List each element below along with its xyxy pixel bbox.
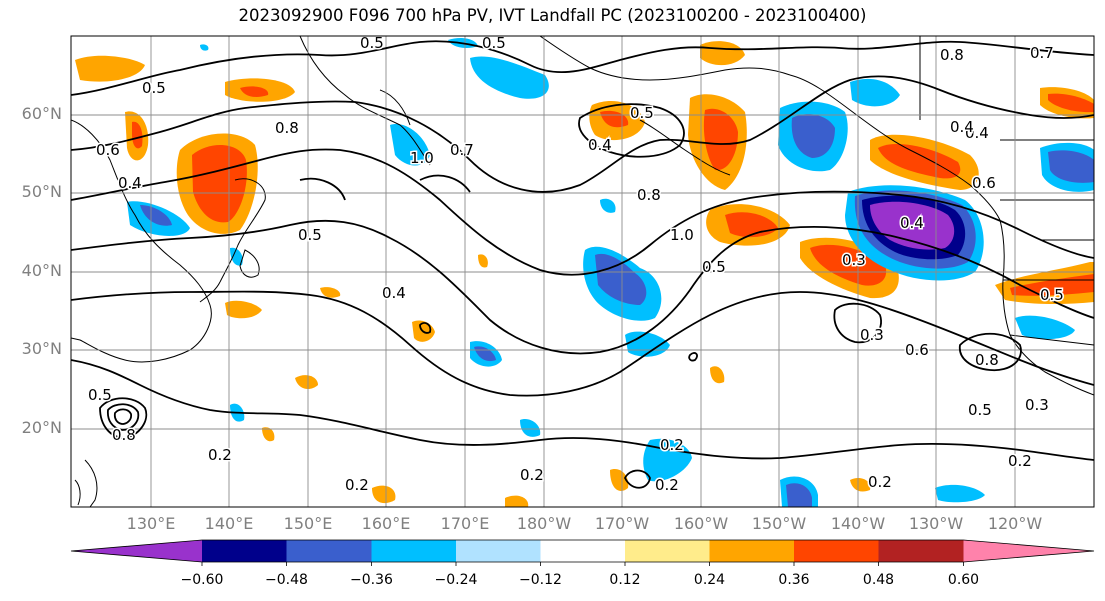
contour-label: 0.5	[702, 258, 726, 276]
contour-label: 0.3	[842, 251, 866, 269]
coastlines	[71, 36, 1094, 507]
colorbar-extend-low	[71, 540, 202, 562]
contour-label: 0.4	[118, 174, 142, 192]
contour-labels: 0.5 0.5 0.5 0.8 0.7 0.5 0.8 0.4 0.4 0.4 …	[87, 34, 1066, 496]
contour-label: 0.2	[520, 466, 544, 484]
latitude-label: 20°N	[21, 418, 62, 437]
contour-label: 1.0	[670, 226, 694, 244]
latitude-label: 50°N	[21, 182, 62, 201]
contour-label: 0.7	[450, 141, 474, 159]
colorbar-tick-label: 0.24	[693, 572, 726, 588]
latitude-label: 40°N	[21, 261, 62, 280]
colorbar-tick-label: −0.60	[180, 572, 224, 588]
contour-label: 0.6	[96, 141, 120, 159]
contour-label: 0.5	[360, 34, 384, 52]
contour-label: 0.2	[660, 436, 684, 454]
longitude-label: 160°E	[361, 514, 411, 533]
colorbar-bin	[540, 540, 625, 562]
latitude-label: 30°N	[21, 339, 62, 358]
colorbar-bin	[286, 540, 372, 562]
colorbar-tick-label: 0.36	[778, 572, 810, 588]
colorbar-bin	[202, 540, 287, 562]
contour-label: 0.4	[382, 284, 406, 302]
colorbar-bin	[709, 540, 794, 562]
contour-label: 0.6	[905, 341, 929, 359]
contour-label: 0.8	[275, 119, 299, 137]
contour-label: 0.5	[482, 34, 506, 52]
contour-label: 0.4	[950, 118, 974, 136]
colorbar-tick-label: −0.24	[434, 572, 478, 588]
contour-label: 0.2	[655, 476, 679, 494]
longitude-label: 150°W	[751, 514, 807, 533]
colorbar-bin	[456, 540, 541, 562]
colorbar-bin	[794, 540, 879, 562]
contour-label: 0.8	[975, 351, 999, 369]
contour-label: 0.8	[637, 186, 661, 204]
map-title: 2023092900 F096 700 hPa PV, IVT Landfall…	[238, 6, 867, 25]
contour-label: 0.7	[1030, 44, 1054, 62]
contour-label: 0.5	[1040, 286, 1064, 304]
longitude-label: 170°E	[440, 514, 490, 533]
contour-label: 0.5	[142, 79, 166, 97]
colorbar-tick-label: −0.48	[265, 572, 308, 588]
graticule	[71, 36, 1094, 507]
contour-label: 0.4	[900, 214, 924, 232]
contour-label: 0.2	[208, 446, 232, 464]
contour-label: 0.2	[345, 476, 369, 494]
contour-label: 0.5	[88, 386, 112, 404]
colorbar-bin	[878, 540, 964, 562]
colorbar-bin	[625, 540, 710, 562]
colorbar	[70, 539, 1095, 566]
colorbar-tick-label: −0.12	[519, 572, 562, 588]
contour-label: 0.4	[965, 124, 989, 142]
colorbar-tick-label: −0.36	[350, 572, 393, 588]
contour-label: 0.4	[588, 136, 612, 154]
contour-label: 0.2	[868, 473, 892, 491]
colorbar-tick-label: 0.12	[609, 572, 641, 588]
longitude-label: 150°E	[283, 514, 333, 533]
contour-label: 0.3	[1025, 396, 1049, 414]
longitude-label: 130°W	[908, 514, 964, 533]
longitude-label: 120°W	[987, 514, 1043, 533]
longitude-label: 160°W	[673, 514, 729, 533]
ivt-contours	[71, 40, 1094, 489]
longitude-label: 140°E	[204, 514, 254, 533]
longitude-label: 140°W	[830, 514, 886, 533]
longitude-label: 130°E	[126, 514, 176, 533]
longitude-label: 180°W	[516, 514, 572, 533]
map-frame	[70, 35, 1095, 508]
contour-label: 0.5	[968, 401, 992, 419]
colorbar-bin	[371, 540, 456, 562]
contour-label: 0.8	[112, 426, 136, 444]
contour-label: 0.3	[860, 326, 884, 344]
contour-label: 1.0	[410, 149, 434, 167]
contour-label: 0.2	[1008, 452, 1032, 470]
colorbar-tick-label: 0.48	[862, 572, 895, 588]
contour-label: 0.6	[972, 174, 996, 192]
contour-label: 0.8	[940, 46, 964, 64]
contour-label: 0.5	[298, 226, 322, 244]
latitude-label: 60°N	[21, 104, 62, 123]
colorbar-tick-label: 0.60	[947, 572, 980, 588]
longitude-label: 170°W	[594, 514, 650, 533]
contour-label: 0.5	[630, 104, 654, 122]
colorbar-extend-high	[963, 540, 1094, 562]
